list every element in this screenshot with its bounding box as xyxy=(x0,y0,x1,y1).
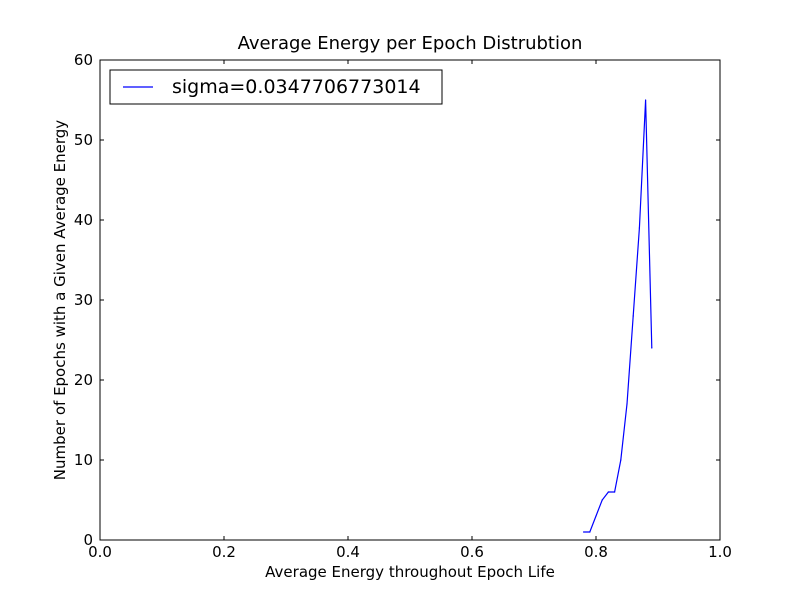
series-point xyxy=(614,491,616,493)
series-layer xyxy=(583,99,653,533)
series-point xyxy=(583,531,585,533)
legend-box xyxy=(109,69,443,105)
legend: sigma=0.0347706773014 xyxy=(109,69,443,105)
series-point xyxy=(651,347,653,349)
x-tick-label: 0.0 xyxy=(88,543,112,561)
series-point xyxy=(632,315,634,317)
y-tick-label: 20 xyxy=(74,371,93,389)
x-tick-label: 0.2 xyxy=(212,543,236,561)
series-point xyxy=(589,531,591,533)
ticks-layer: 0.0 0.2 0.4 0.6 0.8 1.0 0 10 20 30 40 50 60 xyxy=(74,51,732,561)
legend-label: sigma=0.0347706773014 xyxy=(172,76,421,98)
x-tick-label: 1.0 xyxy=(708,543,732,561)
series-point xyxy=(626,403,628,405)
x-axis-label: Average Energy throughout Epoch Life xyxy=(265,563,555,581)
series-point xyxy=(607,491,610,493)
series-point xyxy=(645,99,647,101)
x-tick-label: 0.8 xyxy=(584,543,608,561)
y-tick-label: 50 xyxy=(74,131,93,149)
y-tick-label: 60 xyxy=(74,51,93,69)
series-point xyxy=(595,515,597,517)
y-tick-label: 40 xyxy=(74,211,93,229)
y-tick-label: 0 xyxy=(83,531,93,549)
chart-title: Average Energy per Epoch Distrubtion xyxy=(238,33,583,54)
series-line-0 xyxy=(583,99,653,533)
x-tick-label: 0.4 xyxy=(336,543,360,561)
x-tick-label: 0.6 xyxy=(460,543,484,561)
series-point xyxy=(601,499,603,501)
plot-frame xyxy=(99,59,721,541)
y-tick-label: 10 xyxy=(74,451,93,469)
series-point xyxy=(638,227,641,229)
series-point xyxy=(620,459,622,461)
y-tick-label: 30 xyxy=(74,291,93,309)
y-axis-label: Number of Epochs with a Given Average En… xyxy=(51,120,69,480)
